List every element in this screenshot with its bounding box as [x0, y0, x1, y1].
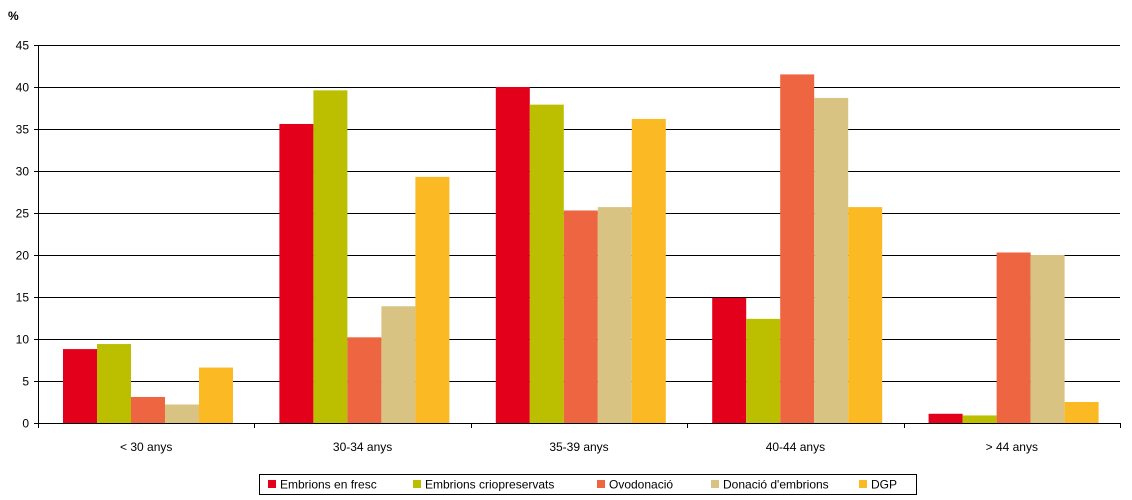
x-tick-label: < 30 anys: [120, 440, 172, 454]
x-tick-label: 30-34 anys: [333, 440, 392, 454]
bars-layer: [63, 74, 1099, 424]
bar: [313, 90, 348, 424]
legend-label: Embrions criopreservats: [425, 478, 554, 492]
legend-label: Embrions en fresc: [280, 478, 377, 492]
legend-swatch: [711, 480, 719, 488]
bar: [1030, 255, 1065, 423]
axes-layer: 0 5 10 15 20 25 30 35 40 45% < 30 anys 30-34 anys 35…: [8, 9, 1121, 454]
bar: [631, 118, 666, 424]
y-tick-label: 5: [22, 375, 29, 389]
legend: Embrions en fresc Embrions criopreservats…: [259, 474, 917, 495]
legend-swatch: [413, 480, 421, 488]
bar: [131, 396, 165, 423]
bar: [928, 413, 963, 423]
bar: [347, 337, 382, 423]
legend-swatch: [859, 480, 867, 488]
bar: [165, 404, 199, 423]
bar: [415, 176, 450, 423]
legend-label: DGP: [871, 478, 897, 492]
bar: [381, 306, 416, 423]
bar: [712, 297, 747, 423]
y-tick-label: 25: [16, 207, 30, 221]
y-axis-label: %: [8, 9, 19, 23]
legend-swatch: [597, 480, 605, 488]
y-tick-label: 45: [16, 39, 30, 53]
bar: [780, 74, 815, 424]
legend-label: Ovodonació: [609, 478, 673, 492]
bar: [814, 97, 849, 424]
bar: [1064, 402, 1099, 423]
bar: [962, 415, 997, 423]
bar: [996, 252, 1031, 423]
y-tick-label: 10: [16, 333, 30, 347]
legend-label: Donació d'embrions: [723, 478, 829, 492]
y-tick-label: 0: [22, 417, 29, 431]
y-tick-label: 30: [16, 165, 30, 179]
bar: [495, 87, 530, 423]
bar: [848, 207, 883, 423]
y-tick-label: 15: [16, 291, 30, 305]
legend-swatch: [268, 480, 276, 488]
bar: [63, 349, 97, 423]
y-tick-label: 40: [16, 81, 30, 95]
bar: [199, 367, 233, 423]
x-tick-label: 40-44 anys: [766, 440, 825, 454]
bar: [563, 210, 598, 423]
x-tick-label: > 44 anys: [986, 440, 1038, 454]
bar: [597, 207, 632, 423]
bar: [746, 318, 781, 423]
x-tick-label: 35-39 anys: [549, 440, 608, 454]
bar: [97, 344, 131, 423]
y-tick-label: 35: [16, 123, 30, 137]
bar: [529, 104, 564, 423]
y-tick-label: 20: [16, 249, 30, 263]
bar: [279, 123, 314, 424]
